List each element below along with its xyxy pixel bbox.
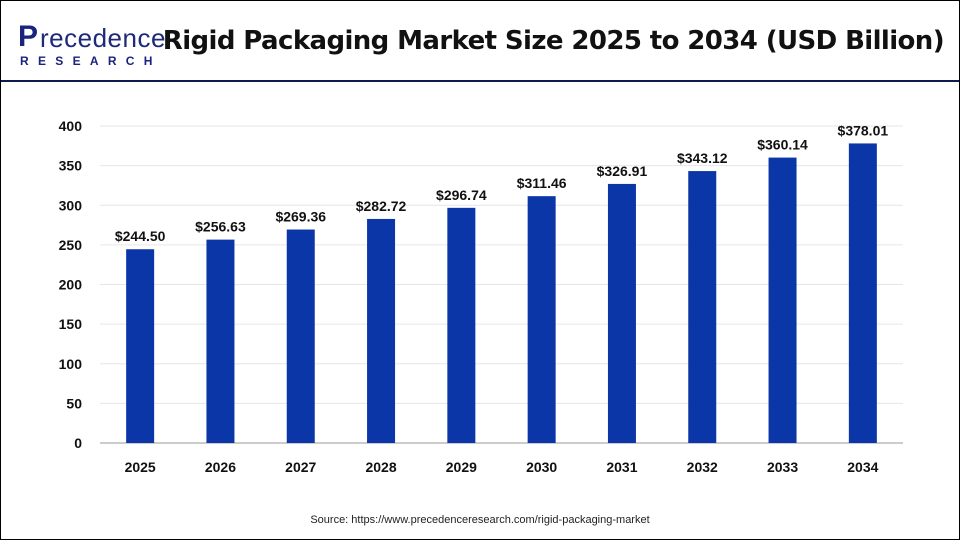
x-tick-label: 2029 (446, 459, 477, 475)
y-tick-label: 300 (59, 197, 83, 213)
y-tick-label: 250 (59, 237, 83, 253)
x-tick-label: 2031 (606, 459, 637, 475)
x-tick-label: 2033 (767, 459, 798, 475)
data-label: $378.01 (838, 122, 889, 138)
bar (206, 239, 235, 443)
y-tick-label: 200 (59, 277, 83, 293)
page-title: Rigid Packaging Market Size 2025 to 2034… (162, 26, 945, 56)
bar (286, 229, 315, 443)
bar (768, 157, 797, 443)
data-label: $311.46 (517, 175, 567, 191)
x-tick-label: 2028 (365, 459, 396, 475)
x-tick-label: 2030 (526, 459, 557, 475)
source-note: Source: https://www.precedenceresearch.c… (310, 514, 650, 526)
x-tick-label: 2027 (285, 459, 316, 475)
data-label: $360.14 (757, 137, 808, 153)
data-label: $244.50 (115, 228, 166, 244)
x-tick-label: 2034 (847, 459, 878, 475)
data-label: $282.72 (356, 198, 407, 214)
y-tick-label: 150 (59, 316, 83, 332)
bar (848, 143, 877, 444)
bar (447, 207, 476, 443)
logo: P recedence RESEARCH (18, 20, 166, 68)
logo-sub: RESEARCH (20, 54, 162, 68)
x-tick-label: 2026 (205, 459, 236, 475)
x-tick-label: 2032 (687, 459, 718, 475)
y-tick-label: 350 (59, 158, 83, 174)
data-label: $269.36 (275, 209, 326, 225)
y-tick-label: 0 (74, 435, 82, 451)
bar (688, 171, 717, 443)
y-tick-label: 50 (66, 395, 82, 411)
header-divider (1, 80, 959, 82)
y-tick-label: 100 (59, 356, 83, 372)
bar (527, 196, 556, 443)
x-tick-label: 2025 (125, 459, 156, 475)
data-label: $326.91 (597, 163, 648, 179)
y-tick-label: 400 (59, 118, 83, 134)
logo-main: recedence (40, 23, 166, 53)
bar (126, 249, 155, 443)
bar (607, 183, 636, 443)
data-label: $296.74 (436, 187, 487, 203)
bar (367, 218, 396, 443)
data-label: $256.63 (195, 219, 246, 235)
data-label: $343.12 (677, 150, 728, 166)
